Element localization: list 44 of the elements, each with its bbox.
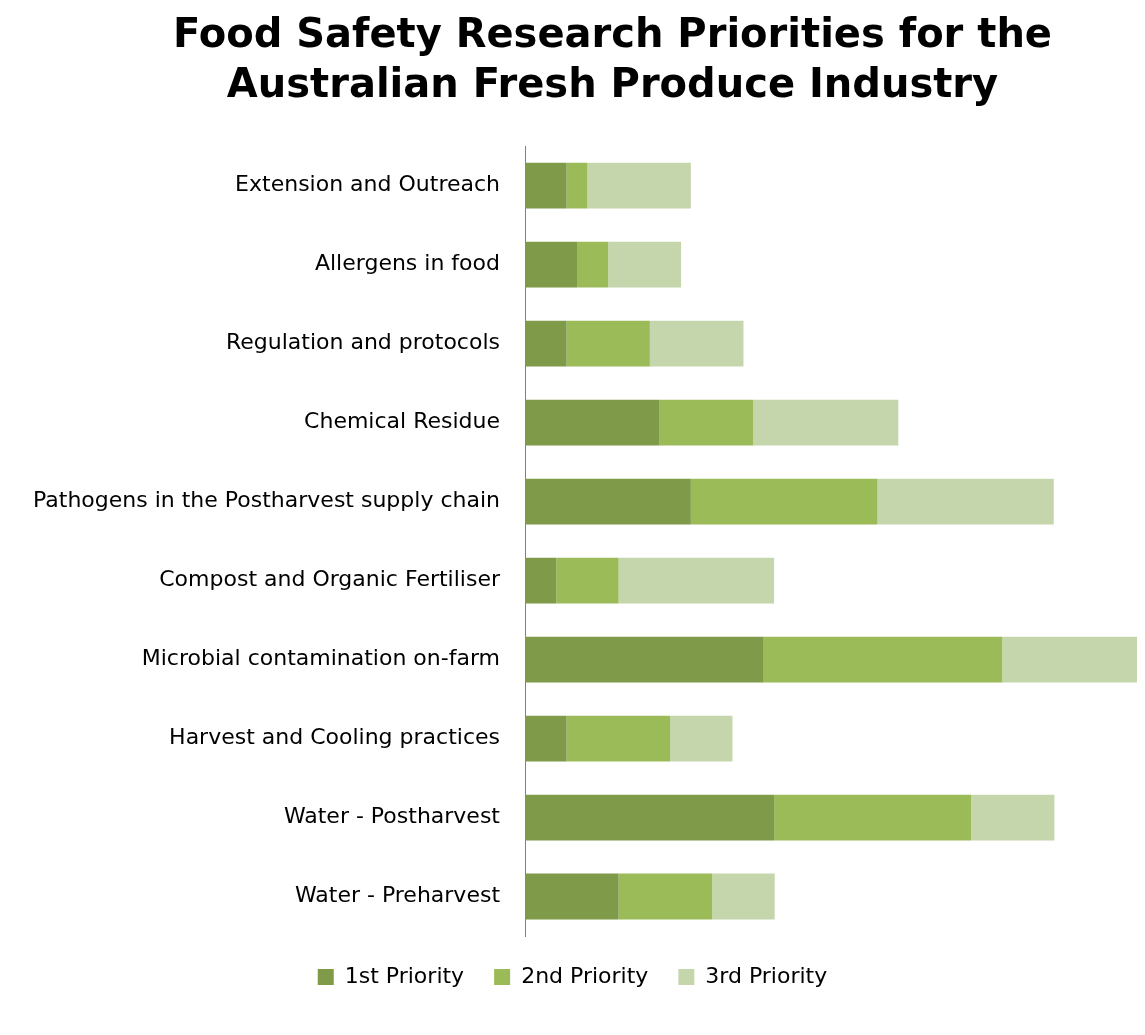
bar bbox=[618, 873, 713, 920]
bar bbox=[525, 241, 578, 288]
bar bbox=[608, 241, 682, 288]
bar bbox=[587, 162, 691, 209]
y-tick-label: Regulation and protocols bbox=[225, 329, 501, 355]
bar bbox=[971, 794, 1055, 841]
bar bbox=[525, 715, 567, 762]
chart-title: Food Safety Research Priorities for the Australian Fresh Produce Industry bbox=[172, 9, 1053, 108]
y-tick-label: Allergens in food bbox=[314, 250, 501, 276]
legend-label: 1st Priority bbox=[344, 962, 465, 988]
bar bbox=[525, 873, 619, 920]
legend-label: 3rd Priority bbox=[705, 962, 828, 988]
bar bbox=[1002, 636, 1137, 683]
bar bbox=[525, 557, 557, 604]
y-tick-label: Extension and Outreach bbox=[235, 171, 501, 197]
bar bbox=[525, 636, 764, 683]
bar bbox=[525, 162, 567, 209]
bar bbox=[774, 794, 972, 841]
bar bbox=[618, 557, 775, 604]
bar bbox=[753, 399, 899, 446]
bar bbox=[566, 320, 650, 367]
bar bbox=[525, 399, 660, 446]
bar bbox=[670, 715, 733, 762]
bar bbox=[566, 715, 671, 762]
legend-label: 2nd Priority bbox=[521, 962, 649, 988]
bar bbox=[566, 162, 588, 209]
bar bbox=[712, 873, 775, 920]
y-tick-label: Microbial contamination on-farm bbox=[141, 645, 501, 671]
bar bbox=[659, 399, 754, 446]
bar bbox=[649, 320, 744, 367]
bar bbox=[763, 636, 1003, 683]
y-tick-label: Water - Postharvest bbox=[283, 803, 501, 829]
y-tick-label: Pathogens in the Postharvest supply chain bbox=[32, 487, 501, 513]
y-tick-label: Water - Preharvest bbox=[294, 882, 501, 908]
bar bbox=[525, 320, 567, 367]
bar bbox=[525, 478, 691, 525]
bar bbox=[877, 478, 1054, 525]
y-tick-label: Harvest and Cooling practices bbox=[169, 724, 501, 750]
bar bbox=[525, 794, 775, 841]
bar bbox=[577, 241, 609, 288]
y-tick-label: Compost and Organic Fertiliser bbox=[159, 566, 501, 592]
bar bbox=[556, 557, 619, 604]
y-tick-label: Chemical Residue bbox=[304, 408, 501, 434]
bar bbox=[690, 478, 878, 525]
